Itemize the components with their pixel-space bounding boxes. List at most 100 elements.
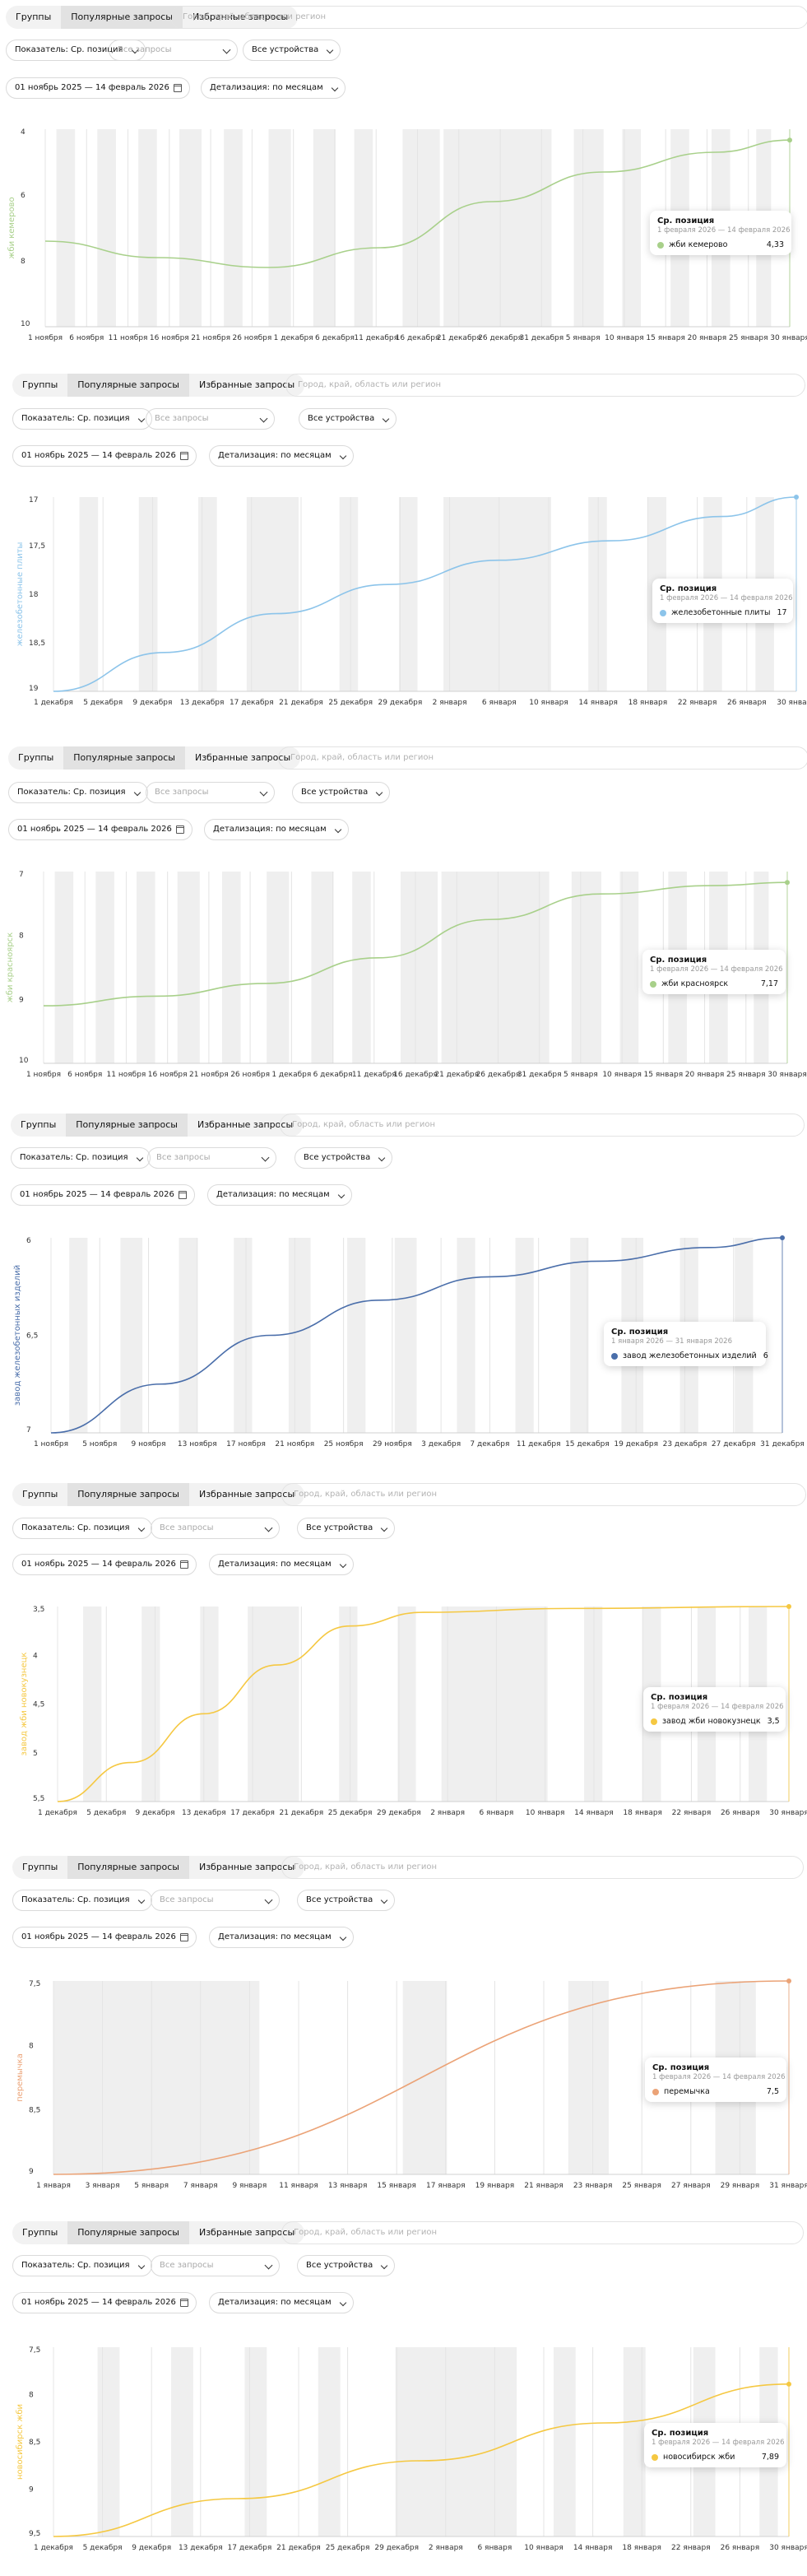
x-tick-label: 6 ноября xyxy=(69,334,104,342)
tab-groups[interactable]: Группы xyxy=(22,1862,58,1872)
metric-select[interactable]: Показатель: Ср. позиция xyxy=(8,782,148,803)
devices-select[interactable]: Все устройства xyxy=(297,1890,396,1911)
region-search-input[interactable]: Город, край, область или регион xyxy=(281,2221,804,2244)
tab-favorites[interactable]: Избранные запросы xyxy=(198,379,295,390)
x-tick-label: 10 января xyxy=(605,334,644,342)
y-axis-label: завод жби новокузнецк xyxy=(20,1653,29,1756)
chevron-down-icon xyxy=(261,1153,270,1162)
weekend-band xyxy=(179,1238,197,1433)
devices-select[interactable]: Все устройства xyxy=(292,782,391,803)
tab-favorites[interactable]: Избранные запросы xyxy=(198,1862,295,1872)
date-range-picker[interactable]: 01 ноябрь 2025 — 14 февраль 2026 xyxy=(8,819,192,840)
queries-select[interactable]: Все запросы xyxy=(151,2255,280,2276)
metric-select[interactable]: Показатель: Ср. позиция xyxy=(11,1147,151,1169)
queries-select[interactable]: Все запросы xyxy=(147,1147,276,1169)
chevron-down-icon xyxy=(264,2261,273,2270)
tab-popular[interactable]: Популярные запросы xyxy=(67,1856,189,1879)
tab-popular[interactable]: Популярные запросы xyxy=(67,374,189,397)
region-search-input[interactable]: Город, край, область или регион xyxy=(281,1856,804,1879)
date-range-picker[interactable]: 01 ноябрь 2025 — 14 февраль 2026 xyxy=(12,1927,197,1948)
region-search-input[interactable]: Город, край, область или регион xyxy=(280,1114,805,1137)
tab-popular[interactable]: Популярные запросы xyxy=(67,1483,189,1506)
tooltip-range: 1 января 2026 — 31 января 2026 xyxy=(611,1337,732,1346)
x-tick-label: 22 января xyxy=(678,699,717,707)
x-tick-label: 17 января xyxy=(426,2182,466,2190)
weekend-band xyxy=(234,1238,253,1433)
tab-popular[interactable]: Популярные запросы xyxy=(67,2221,189,2244)
chevron-down-icon xyxy=(383,415,390,423)
devices-select[interactable]: Все устройства xyxy=(297,2255,396,2276)
tooltip-row: железобетонные плиты 17 xyxy=(660,608,787,617)
chart-tooltip: Ср. позиция 1 января 2026 — 31 января 202… xyxy=(604,1322,768,1366)
queries-select[interactable]: Все запросы xyxy=(109,40,238,61)
detail-select[interactable]: Детализация: по месяцам xyxy=(209,2292,354,2313)
metric-select[interactable]: Показатель: Ср. позиция xyxy=(12,2255,152,2276)
queries-select[interactable]: Все запросы xyxy=(151,1890,280,1911)
x-tick-label: 5 декабря xyxy=(83,2544,123,2552)
tab-favorites[interactable]: Избранные запросы xyxy=(192,12,289,22)
region-search-input[interactable]: Город, край, область или регион xyxy=(170,6,807,29)
y-tick-label: 5 xyxy=(33,1750,38,1758)
x-tick-label: 6 января xyxy=(479,1809,513,1817)
queries-select[interactable]: Все запросы xyxy=(151,1518,280,1539)
date-range-picker[interactable]: 01 ноябрь 2025 — 14 февраль 2026 xyxy=(11,1184,195,1206)
detail-select[interactable]: Детализация: по месяцам xyxy=(209,445,354,467)
x-tick-label: 26 января xyxy=(721,1809,760,1817)
detail-select[interactable]: Детализация: по месяцам xyxy=(204,819,349,840)
devices-select[interactable]: Все устройства xyxy=(243,40,341,61)
weekend-band xyxy=(141,1607,160,1802)
tab-favorites[interactable]: Избранные запросы xyxy=(198,1489,295,1500)
devices-select[interactable]: Все устройства xyxy=(297,1518,396,1539)
date-range-picker[interactable]: 01 ноябрь 2025 — 14 февраль 2026 xyxy=(12,1554,197,1575)
tab-popular[interactable]: Популярные запросы xyxy=(63,746,185,770)
position-chart: 1 января 3 января 5 января 7 января 9 января… xyxy=(0,1978,807,2199)
tab-popular[interactable]: Популярные запросы xyxy=(61,6,183,29)
detail-select[interactable]: Детализация: по месяцам xyxy=(209,1554,354,1575)
tab-groups[interactable]: Группы xyxy=(18,752,54,763)
date-range-picker[interactable]: 01 ноябрь 2025 — 14 февраль 2026 xyxy=(6,77,190,99)
devices-select-label: Все устройства xyxy=(304,1153,371,1162)
x-tick-label: 27 декабря xyxy=(712,1440,756,1448)
detail-select[interactable]: Детализация: по месяцам xyxy=(209,1927,354,1948)
devices-select[interactable]: Все устройства xyxy=(299,408,397,430)
queries-select[interactable]: Все запросы xyxy=(146,408,275,430)
tab-groups[interactable]: Группы xyxy=(22,2227,58,2238)
x-tick-label: 29 января xyxy=(721,2182,760,2190)
x-tick-label: 1 января xyxy=(36,2182,71,2190)
series-color-dot xyxy=(652,2088,659,2095)
tab-groups[interactable]: Группы xyxy=(22,379,58,390)
chart-tooltip: Ср. позиция 1 февраля 2026 — 14 февраля 2… xyxy=(643,1687,786,1732)
weekend-band xyxy=(402,1981,448,2174)
detail-select[interactable]: Детализация: по месяцам xyxy=(207,1184,352,1206)
metric-select[interactable]: Показатель: Ср. позиция xyxy=(12,1890,152,1911)
date-range-picker[interactable]: 01 ноябрь 2025 — 14 февраль 2026 xyxy=(12,2292,197,2313)
tab-popular[interactable]: Популярные запросы xyxy=(66,1114,188,1137)
date-range-picker-label: 01 ноябрь 2025 — 14 февраль 2026 xyxy=(20,1190,174,1199)
date-range-picker[interactable]: 01 ноябрь 2025 — 14 февраль 2026 xyxy=(12,445,197,467)
x-tick-label: 25 декабря xyxy=(326,2544,370,2552)
tab-groups[interactable]: Группы xyxy=(16,12,52,22)
x-tick-label: 10 января xyxy=(602,1071,642,1079)
query-tabs: Группы Популярные запросы Избранные запрос… xyxy=(12,374,305,397)
y-tick-label: 8 xyxy=(21,258,26,266)
region-search-input[interactable]: Город, край, область или регион xyxy=(281,1483,806,1506)
tab-groups[interactable]: Группы xyxy=(21,1119,57,1130)
metric-select[interactable]: Показатель: Ср. позиция xyxy=(6,40,146,61)
metric-select-label: Показатель: Ср. позиция xyxy=(15,45,123,54)
tab-favorites[interactable]: Избранные запросы xyxy=(194,752,291,763)
region-search-input[interactable]: Город, край, область или регион xyxy=(285,374,805,397)
metric-select[interactable]: Показатель: Ср. позиция xyxy=(12,408,152,430)
x-tick-label: 25 декабря xyxy=(328,699,373,707)
tooltip-series-name: жби кемерово xyxy=(669,240,728,249)
metric-select[interactable]: Показатель: Ср. позиция xyxy=(12,1518,152,1539)
report-panel: Группы Популярные запросы Избранные запрос… xyxy=(0,0,807,360)
detail-select[interactable]: Детализация: по месяцам xyxy=(201,77,346,99)
x-tick-label: 22 января xyxy=(672,1809,712,1817)
tab-groups[interactable]: Группы xyxy=(22,1489,58,1500)
devices-select[interactable]: Все устройства xyxy=(295,1147,393,1169)
tab-favorites[interactable]: Избранные запросы xyxy=(198,2227,295,2238)
tab-favorites[interactable]: Избранные запросы xyxy=(197,1119,294,1130)
chevron-down-icon xyxy=(381,1524,388,1532)
region-search-input[interactable]: Город, край, область или регион xyxy=(278,746,807,770)
queries-select[interactable]: Все запросы xyxy=(146,782,275,803)
